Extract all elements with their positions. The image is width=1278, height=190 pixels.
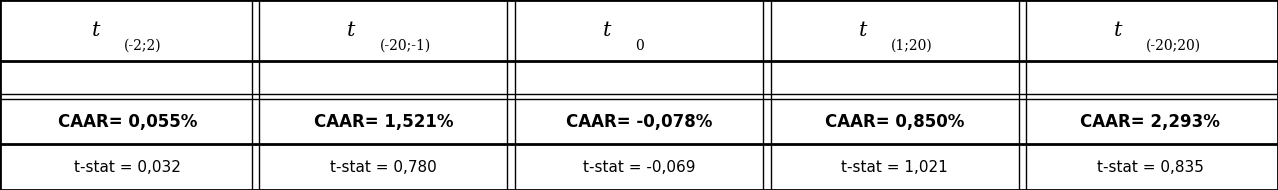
Text: (-20;-1): (-20;-1) (380, 39, 431, 53)
Text: t: t (1114, 21, 1122, 40)
Text: t-stat = 1,021: t-stat = 1,021 (841, 160, 948, 175)
Text: CAAR= 2,293%: CAAR= 2,293% (1080, 113, 1220, 131)
Text: CAAR= 1,521%: CAAR= 1,521% (313, 113, 454, 131)
Text: t: t (859, 21, 866, 40)
Text: (1;20): (1;20) (891, 39, 933, 53)
Text: t: t (603, 21, 611, 40)
Text: CAAR= -0,078%: CAAR= -0,078% (566, 113, 712, 131)
Text: t-stat = -0,069: t-stat = -0,069 (583, 160, 695, 175)
Text: t: t (348, 21, 355, 40)
Text: t-stat = 0,835: t-stat = 0,835 (1097, 160, 1204, 175)
Text: t: t (92, 21, 100, 40)
Text: (-2;2): (-2;2) (124, 39, 161, 53)
Text: t-stat = 0,780: t-stat = 0,780 (330, 160, 437, 175)
Text: CAAR= 0,055%: CAAR= 0,055% (58, 113, 198, 131)
Text: 0: 0 (635, 39, 644, 53)
Text: CAAR= 0,850%: CAAR= 0,850% (824, 113, 965, 131)
Text: t-stat = 0,032: t-stat = 0,032 (74, 160, 181, 175)
Text: (-20;20): (-20;20) (1146, 39, 1201, 53)
